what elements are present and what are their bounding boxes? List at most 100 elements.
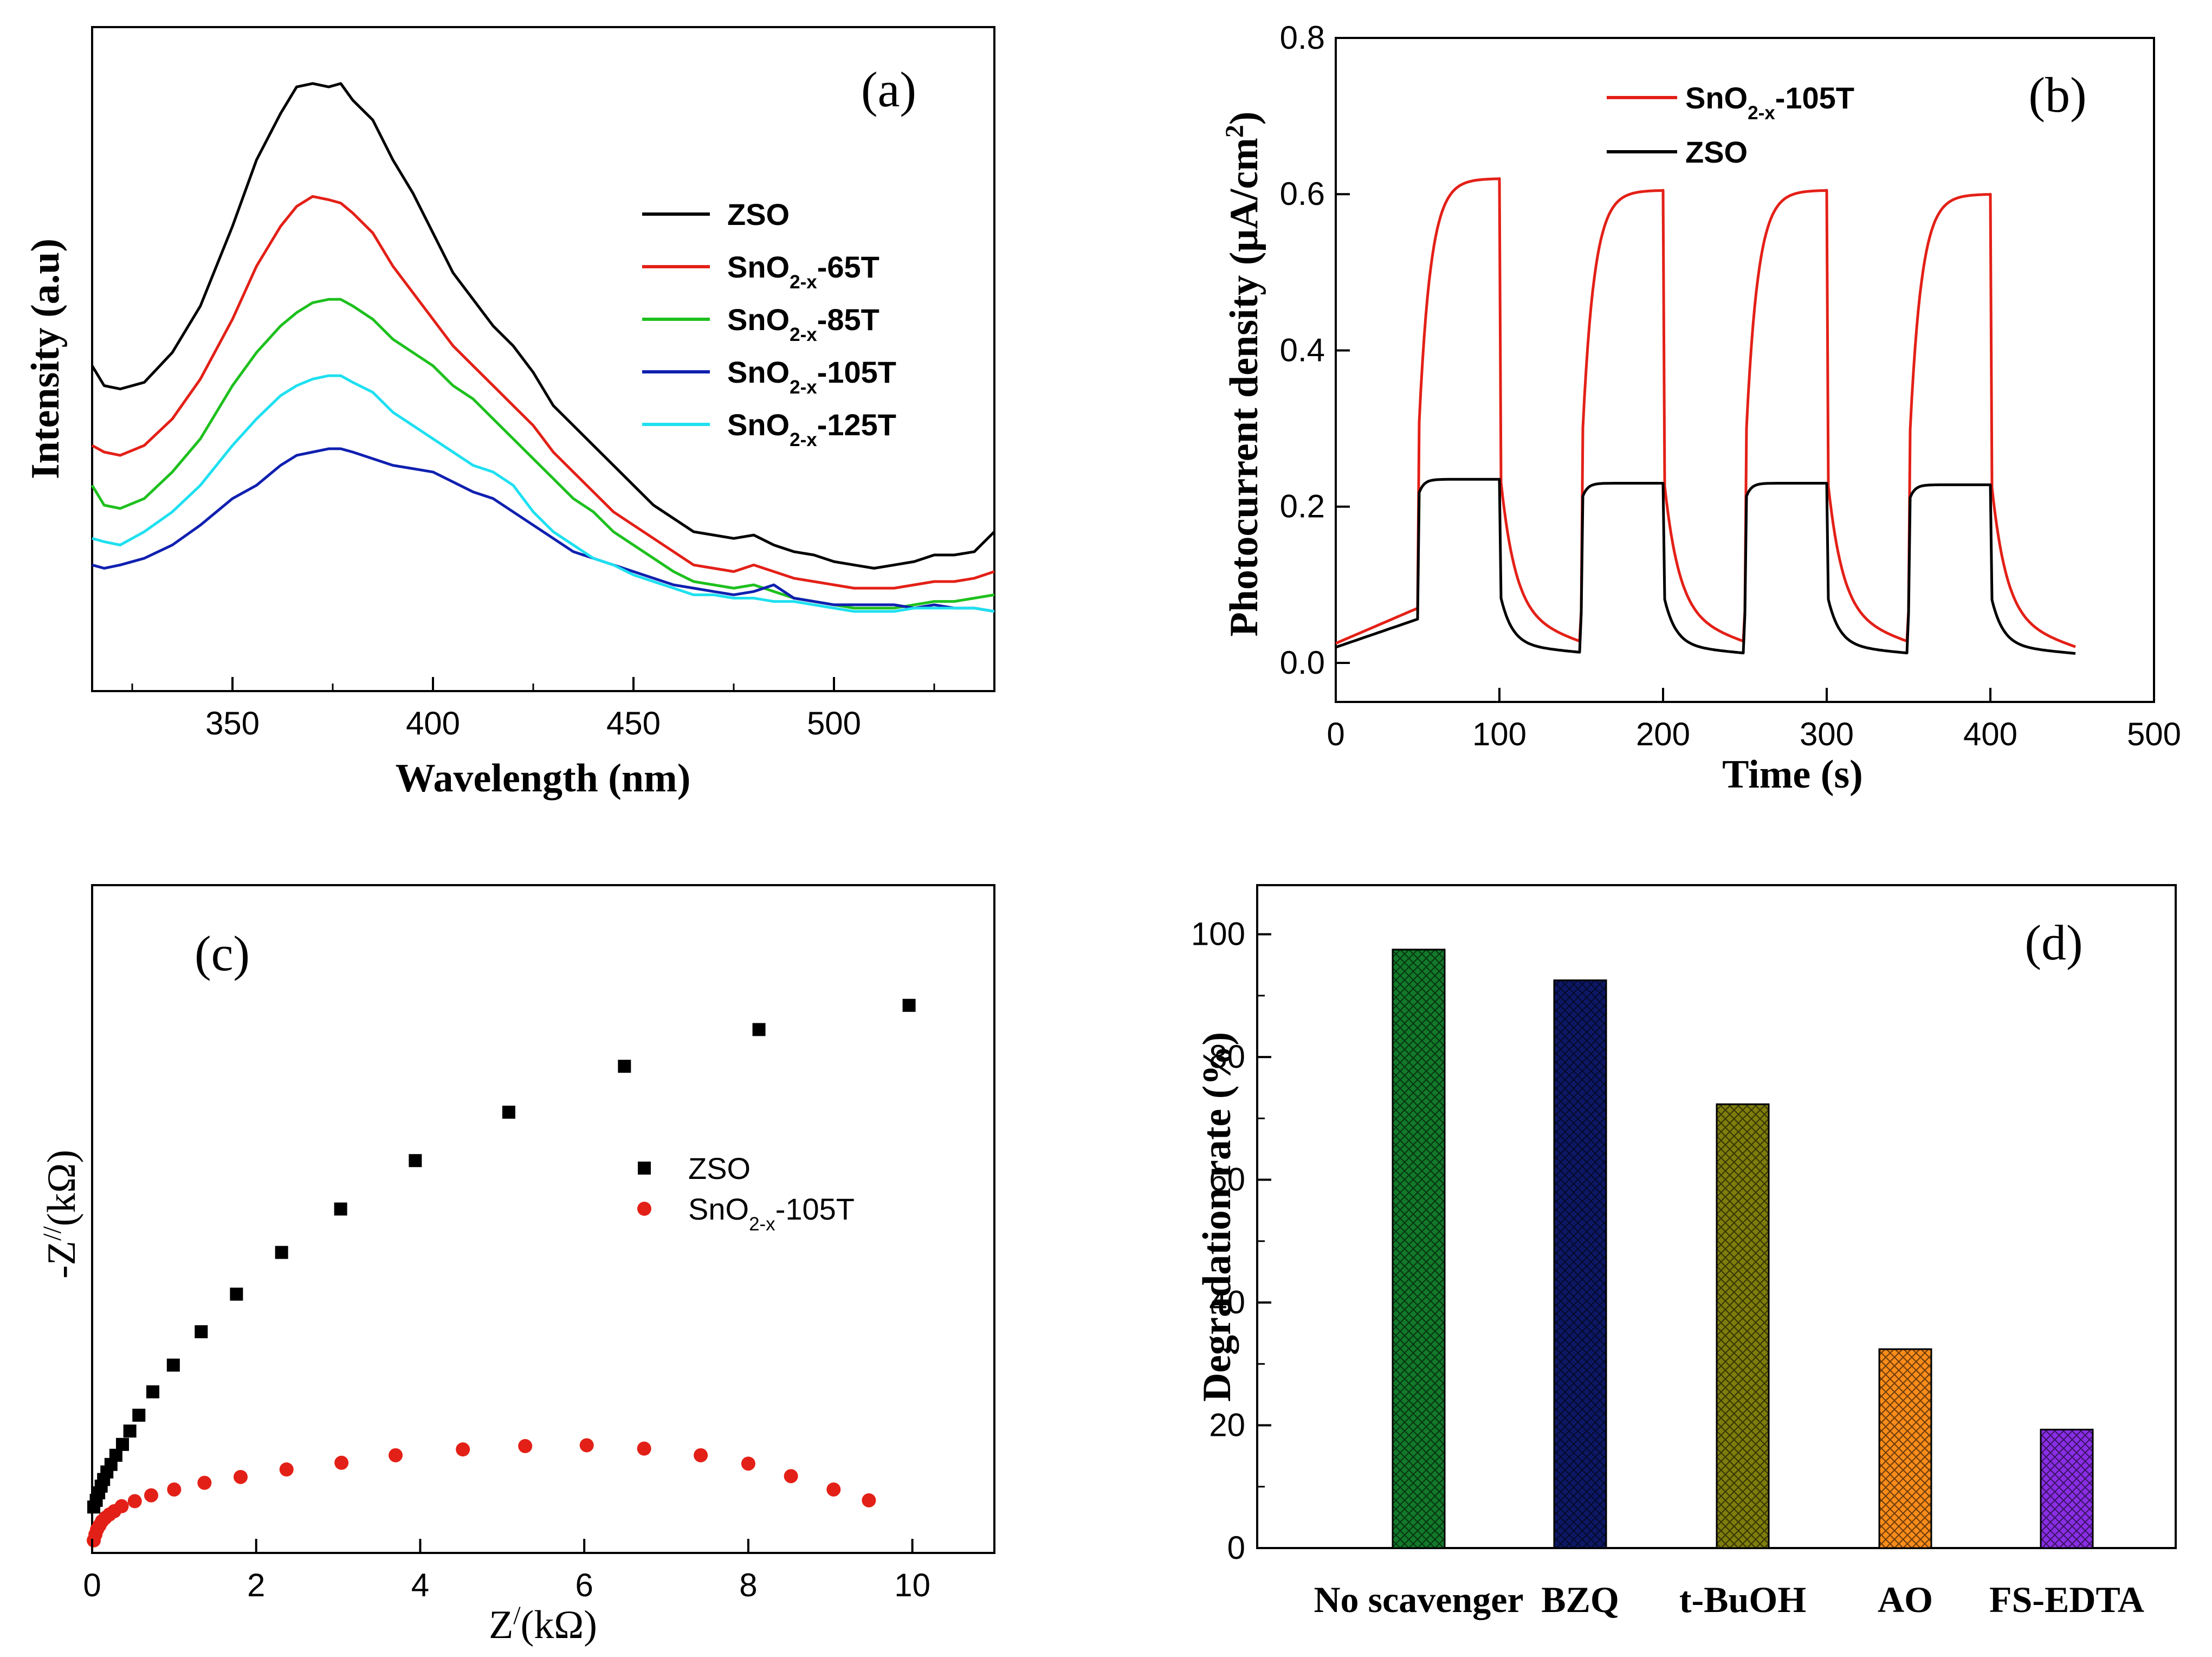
panel-c-point-sno2-12 bbox=[197, 1475, 212, 1490]
panel-c-point-sno2-11 bbox=[167, 1482, 182, 1497]
panel-c-xtick-label-1: 2 bbox=[247, 1567, 265, 1603]
panel-c-ylabel-sup: // bbox=[38, 1226, 67, 1241]
panel-a-legend-label-0-base: ZSO bbox=[727, 197, 790, 231]
panel-a-series-line-1 bbox=[91, 195, 995, 590]
panel-d-ytick-label-2: 40 bbox=[1209, 1284, 1245, 1320]
panel-d-category-label-4: FS-EDTA bbox=[1989, 1579, 2144, 1620]
panel-b-series-line-1 bbox=[1335, 478, 2076, 655]
panel-a-series-line-0 bbox=[90, 82, 995, 570]
panel-c-legend-label-1-suffix: -105T bbox=[775, 1192, 855, 1226]
panel-a-xtick-label-3: 500 bbox=[807, 705, 861, 742]
panel-a-legend-label-1-sub: 2-x bbox=[790, 272, 817, 293]
panel-c-xtick-label-4: 8 bbox=[739, 1567, 757, 1603]
panel-b-xtick-label-2: 200 bbox=[1636, 716, 1690, 752]
panel-a-legend-label-3-suffix: -105T bbox=[817, 355, 896, 389]
panel-c-xtick-label-0: 0 bbox=[83, 1567, 101, 1603]
panel-a-xtick-label-0: 350 bbox=[205, 705, 260, 742]
panel-c-point-zso-13 bbox=[195, 1325, 208, 1338]
panel-c-xlabel-sup: / bbox=[513, 1601, 521, 1630]
panel-c-ticks: 0 2 4 6 8 10 bbox=[83, 1539, 930, 1603]
panel-d-ticks: 0 20 40 60 80 100 bbox=[1191, 916, 1271, 1566]
panel-c-point-sno2-10 bbox=[144, 1488, 158, 1503]
panel-c-ylabel: -Z//(kΩ) bbox=[38, 1150, 85, 1279]
panel-d: No scavenger BZQ t-BuOH AO FS-EDTA 0 20 40 60 80… bbox=[1191, 884, 2177, 1620]
panel-b-ylabel: Photocurrent density (μA/cm2) bbox=[1220, 112, 1267, 637]
panel-d-bar-hatch-1 bbox=[1553, 979, 1607, 1549]
panel-c-series-group bbox=[87, 998, 916, 1548]
panel-a-legend-label-2-suffix: -85T bbox=[817, 302, 879, 337]
panel-a-legend: ZSOSnO2-x-65TSnO2-x-85TSnO2-x-105TSnO2-x… bbox=[642, 197, 896, 450]
panel-d-ylabel: Degradation rate (%) bbox=[1195, 1032, 1239, 1402]
panel-c-point-sno2-24 bbox=[826, 1482, 841, 1497]
panel-b-ytick-label-2: 0.4 bbox=[1280, 332, 1325, 368]
panel-a-ylabel: Intensity (a.u) bbox=[23, 238, 68, 479]
panel-c-point-sno2-25 bbox=[862, 1493, 876, 1507]
panel-b-legend-label-0-suffix: -105T bbox=[1775, 81, 1854, 115]
panel-a-legend-label-4-sub: 2-x bbox=[790, 429, 817, 450]
panel-c-legend-label-0: ZSO bbox=[688, 1151, 751, 1185]
panel-c-point-zso-8 bbox=[116, 1437, 130, 1451]
panel-d-ytick-label-5: 100 bbox=[1191, 916, 1245, 952]
panel-b-ticks: 0 100 200 300 400 500 0.0 0.2 0.4 0.6 0.8 bbox=[1280, 20, 2181, 752]
panel-a-legend-label-2-sub: 2-x bbox=[790, 324, 817, 345]
panel-c-xtick-label-5: 10 bbox=[894, 1567, 930, 1603]
panel-b-ytick-label-1: 0.2 bbox=[1280, 488, 1325, 525]
panel-a-legend-label-4-base: SnO bbox=[727, 408, 790, 442]
panel-c-point-sno2-16 bbox=[389, 1448, 403, 1462]
panel-b-series-line-0 bbox=[1335, 177, 2076, 648]
panel-d-label: (d) bbox=[2025, 915, 2082, 970]
panel-a-legend-label-3: SnO2-x-105T bbox=[727, 355, 896, 398]
panel-b-legend-label-1-base: ZSO bbox=[1685, 135, 1748, 169]
panel-c-point-sno2-9 bbox=[127, 1494, 142, 1508]
panel-c-point-zso-20 bbox=[752, 1023, 766, 1036]
panel-b-series-group bbox=[1335, 177, 2076, 655]
panel-d-ytick-label-0: 0 bbox=[1227, 1530, 1245, 1566]
panel-b-xlabel: Time (s) bbox=[1722, 752, 1863, 797]
panel-c-legend-label-0-base: ZSO bbox=[688, 1151, 751, 1185]
panel-d-ytick-label-3: 60 bbox=[1209, 1162, 1245, 1198]
panel-a-legend-label-3-sub: 2-x bbox=[790, 377, 817, 398]
panel-d-category-label-0: No scavenger bbox=[1314, 1579, 1523, 1620]
panel-c-point-zso-16 bbox=[334, 1202, 347, 1216]
panel-d-bar-hatch-4 bbox=[2040, 1428, 2094, 1549]
panel-d-category-label-2: t-BuOH bbox=[1679, 1579, 1806, 1620]
panel-c-label: (c) bbox=[195, 926, 250, 981]
panel-c-point-sno2-18 bbox=[518, 1439, 533, 1453]
panel-a-series-line-4 bbox=[92, 374, 995, 613]
panel-c-point-sno2-19 bbox=[579, 1438, 594, 1453]
panel-c-point-sno2-13 bbox=[233, 1469, 248, 1484]
panel-b-xtick-label-5: 500 bbox=[2127, 716, 2181, 752]
panel-c-legend-label-1-sub: 2-x bbox=[749, 1214, 775, 1235]
panel-c-point-sno2-8 bbox=[114, 1499, 129, 1513]
panel-a-legend-label-4-suffix: -125T bbox=[817, 408, 896, 442]
panel-c-point-zso-11 bbox=[146, 1385, 160, 1398]
panel-c-ylabel-text: -Z bbox=[40, 1241, 84, 1279]
panel-a-legend-label-2-base: SnO bbox=[727, 302, 790, 337]
panel-b: 0 100 200 300 400 500 0.0 0.2 0.4 0.6 0.8 (b) Time… bbox=[1220, 20, 2182, 797]
panel-c-point-zso-14 bbox=[230, 1287, 243, 1301]
panel-a-legend-label-1: SnO2-x-65T bbox=[727, 250, 879, 293]
panel-c-point-zso-21 bbox=[902, 998, 916, 1012]
panel-a-legend-label-1-base: SnO bbox=[727, 250, 790, 284]
panel-c-point-zso-17 bbox=[409, 1154, 422, 1168]
panel-c-point-sno2-21 bbox=[694, 1448, 708, 1462]
panel-c-point-zso-12 bbox=[166, 1358, 180, 1372]
panel-d-ytick-label-1: 20 bbox=[1209, 1407, 1245, 1443]
panel-c-point-sno2-20 bbox=[637, 1441, 651, 1456]
panel-b-ylabel-text: Photocurrent density (μA/cm bbox=[1222, 138, 1266, 636]
panel-b-xtick-label-4: 400 bbox=[1963, 716, 2017, 752]
panel-c-point-sno2-15 bbox=[334, 1455, 349, 1470]
panel-b-legend-label-0-base: SnO bbox=[1685, 81, 1748, 115]
panel-c-legend-marker-0 bbox=[638, 1162, 651, 1175]
panel-a-legend-label-2: SnO2-x-85T bbox=[727, 302, 879, 345]
panel-d-category-label-1: BZQ bbox=[1541, 1579, 1619, 1620]
panel-a-label: (a) bbox=[861, 62, 916, 117]
panel-d-bar-hatch-0 bbox=[1392, 949, 1446, 1549]
panel-c-point-sno2-22 bbox=[741, 1456, 755, 1471]
panel-d-bars-group: No scavenger BZQ t-BuOH AO FS-EDTA bbox=[1314, 949, 2144, 1620]
panel-c-xtick-label-2: 4 bbox=[411, 1567, 429, 1603]
panel-c-xlabel-unit: (kΩ) bbox=[521, 1603, 597, 1647]
panel-a-ticks: 350 400 450 500 bbox=[131, 677, 935, 742]
panel-c-legend-label-1: SnO2-x-105T bbox=[688, 1192, 855, 1235]
